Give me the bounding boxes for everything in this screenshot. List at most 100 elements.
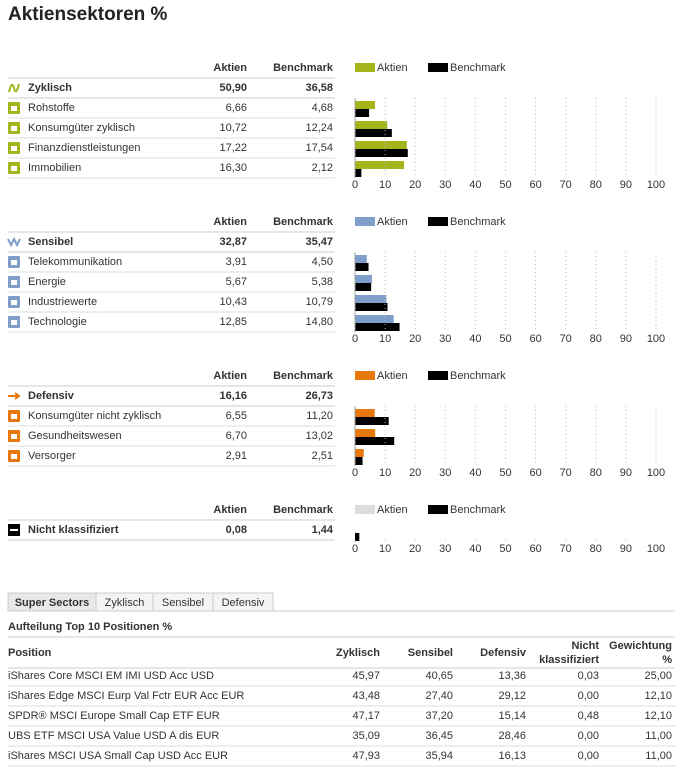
sector-value: 17,22 [219,142,247,154]
tick-label: 60 [529,179,541,191]
sector-value: 10,79 [305,296,333,308]
legend-swatch [355,371,375,380]
cell: 16,13 [498,750,526,762]
cell: 15,14 [498,710,526,722]
tick-label: 40 [469,543,481,555]
sector-icon [11,414,17,419]
tick-label: 20 [409,543,421,555]
tick-label: 0 [352,333,358,345]
group-name: Sensibel [28,236,73,248]
cell: 25,00 [644,670,672,682]
tick-label: 40 [469,333,481,345]
sector-value: 2,91 [226,450,247,462]
cell: 0,00 [578,730,599,742]
column-header: Aktien [213,504,247,516]
column-header: Position [8,647,52,659]
sector-value: 6,55 [226,410,247,422]
tick-label: 60 [529,333,541,345]
tick-label: 10 [379,179,391,191]
bar [355,457,363,465]
sector-name: Versorger [28,450,76,462]
column-header: Aktien [213,370,247,382]
tick-label: 50 [499,467,511,479]
tab-label[interactable]: Zyklisch [105,597,145,609]
legend-label: Aktien [377,370,408,382]
tick-label: 80 [590,333,602,345]
column-header: Benchmark [273,62,334,74]
sector-value: 5,38 [312,276,333,288]
sector-icon [11,300,17,305]
bar [355,129,392,137]
tab-label[interactable]: Defensiv [222,597,265,609]
tick-label: 10 [379,543,391,555]
bar [355,149,408,157]
sector-icon [11,166,17,171]
cell: 0,00 [578,750,599,762]
bar [355,315,394,323]
tick-label: 0 [352,467,358,479]
sector-value: 6,66 [226,102,247,114]
sector-value: 4,68 [312,102,333,114]
total-value: 32,87 [219,236,247,248]
sector-name: Gesundheitswesen [28,430,122,442]
column-header: Benchmark [273,504,334,516]
tab-label[interactable]: Super Sectors [15,597,90,609]
sector-name: Finanzdienstleistungen [28,142,141,154]
tick-label: 20 [409,333,421,345]
cell: 36,45 [425,730,453,742]
legend-swatch [428,371,448,380]
tick-label: 100 [647,179,665,191]
tab-label[interactable]: Sensibel [162,597,204,609]
column-header: Nicht klassifiziert [539,640,599,666]
sector-value: 17,54 [305,142,333,154]
legend-label: Aktien [377,504,408,516]
sector-name: Konsumgüter zyklisch [28,122,135,134]
page-title: Aktiensektoren % [8,4,168,25]
sector-value: 4,50 [312,256,333,268]
cell: 12,10 [644,710,672,722]
sector-value: 2,51 [312,450,333,462]
column-header: Benchmark [273,216,334,228]
bar [355,303,388,311]
tick-label: 50 [499,333,511,345]
cell: 37,20 [425,710,453,722]
position-link[interactable]: iShares Core MSCI EM IMI USD Acc USD [8,670,214,682]
tick-label: 20 [409,179,421,191]
legend-swatch [428,217,448,226]
bar [355,101,376,109]
tick-label: 30 [439,467,451,479]
sector-name: Industriewerte [28,296,97,308]
sector-value: 6,70 [226,430,247,442]
position-link[interactable]: iShares MSCI USA Small Cap USD Acc EUR [8,750,228,762]
position-link[interactable]: iShares Edge MSCI Eurp Val Fctr EUR Acc … [8,690,244,702]
column-header: Defensiv [480,647,526,659]
position-link[interactable]: UBS ETF MSCI USA Value USD A dis EUR [8,730,219,742]
total-value: 35,47 [305,236,333,248]
table-title: Aufteilung Top 10 Positionen % [8,621,172,633]
position-link[interactable]: SPDR® MSCI Europe Small Cap ETF EUR [8,710,220,722]
tick-label: 100 [647,543,665,555]
cell: 43,48 [352,690,380,702]
group-name: Defensiv [28,390,75,402]
tick-label: 40 [469,179,481,191]
sector-name: Konsumgüter nicht zyklisch [28,410,161,422]
cell: 12,10 [644,690,672,702]
sector-value: 12,85 [219,316,247,328]
sector-name: Rohstoffe [28,102,75,114]
sector-icon [11,106,17,111]
group-name: Zyklisch [28,82,72,94]
legend-swatch [428,63,448,72]
tick-label: 30 [439,333,451,345]
bar [355,417,389,425]
sector-value: 16,30 [219,162,247,174]
total-value: 16,16 [219,390,247,402]
cell: 47,17 [352,710,380,722]
tick-label: 100 [647,467,665,479]
tick-label: 80 [590,543,602,555]
legend-swatch [355,217,375,226]
total-value: 36,58 [305,82,333,94]
cell: 11,00 [645,730,672,742]
sector-icon [8,83,20,93]
bar [355,295,387,303]
